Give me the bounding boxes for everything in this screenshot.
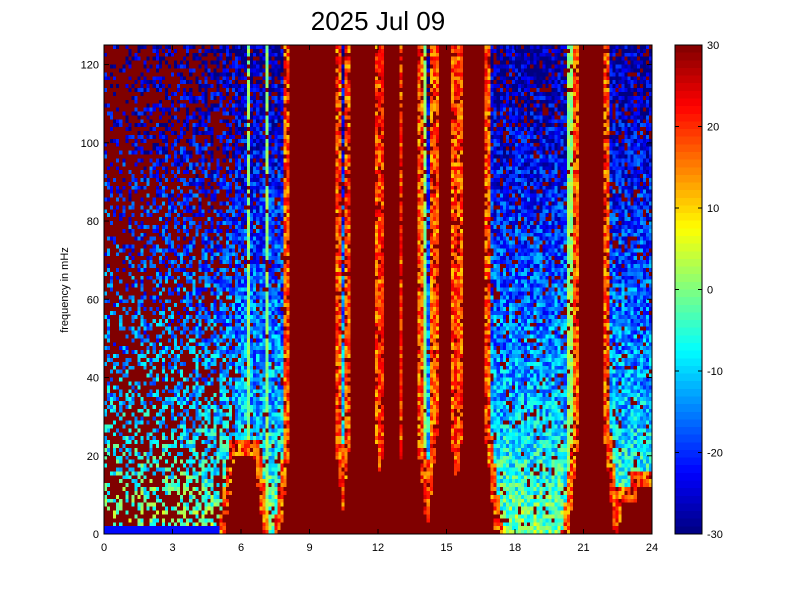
x-tick-label: 9 <box>306 542 312 554</box>
colorbar-tick-label: -30 <box>707 529 723 541</box>
y-tick-label: 120 <box>81 60 99 72</box>
y-axis: 0 20 40 60 80 100 120 <box>81 60 652 541</box>
colorbar-gradient <box>675 45 702 534</box>
colorbar-tick-label: -20 <box>707 448 723 460</box>
x-tick-label: 3 <box>169 542 175 554</box>
x-tick-label: 21 <box>577 542 589 554</box>
colorbar-tick-label: 20 <box>707 122 719 134</box>
x-tick-label: 0 <box>101 542 107 554</box>
colorbar-tick-label: 30 <box>707 40 719 52</box>
colorbar-tick-label: 10 <box>707 203 719 215</box>
y-tick-label: 60 <box>87 294 99 306</box>
y-axis-label: frequency in mHz <box>59 247 71 333</box>
x-tick-label: 6 <box>238 542 244 554</box>
y-tick-label: 80 <box>87 216 99 228</box>
x-tick-label: 18 <box>509 542 521 554</box>
x-tick-label: 15 <box>440 542 452 554</box>
x-tick-label: 24 <box>646 542 658 554</box>
y-tick-label: 20 <box>87 451 99 463</box>
colorbar-tick-label: 0 <box>707 285 713 297</box>
y-tick-label: 100 <box>81 138 99 150</box>
colorbar-tick-label: -10 <box>707 366 723 378</box>
heatmap <box>104 45 652 534</box>
y-tick-label: 40 <box>87 373 99 385</box>
colorbar: 30 20 10 0 -10 -20 -30 <box>674 40 723 541</box>
chart-title: 2025 Jul 09 <box>310 6 446 36</box>
y-tick-label: 0 <box>93 529 99 541</box>
x-axis: 0 3 6 9 12 15 18 21 24 <box>101 45 658 554</box>
x-tick-label: 12 <box>372 542 384 554</box>
heatmap-image <box>104 45 652 534</box>
